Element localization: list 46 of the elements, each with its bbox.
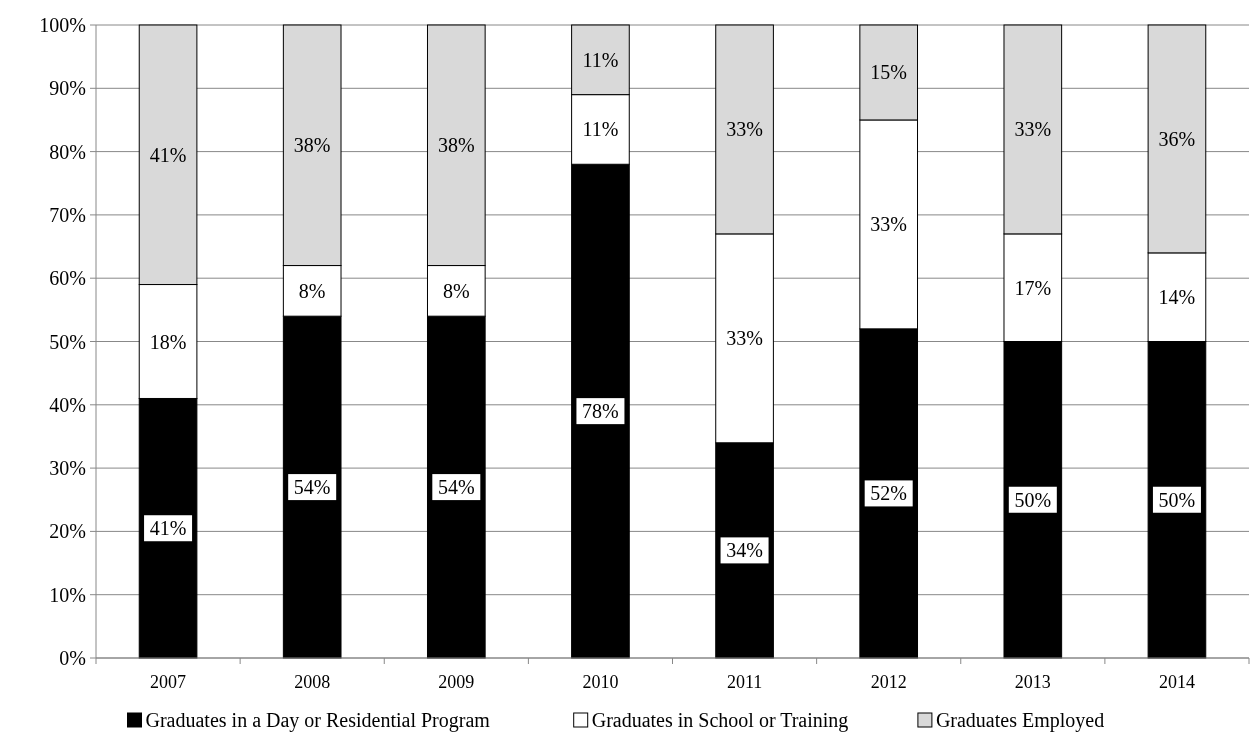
y-tick-label: 70% <box>49 203 86 226</box>
data-label: 52% <box>870 482 908 505</box>
data-label: 33% <box>1014 118 1052 141</box>
legend-label: Graduates Employed <box>935 709 1105 732</box>
data-label: 50% <box>1014 488 1052 511</box>
x-tick-label: 2012 <box>870 672 907 692</box>
data-label: 11% <box>582 48 619 71</box>
data-label: 41% <box>149 143 187 166</box>
x-tick-label: 2010 <box>582 672 619 692</box>
x-tick-label: 2011 <box>726 672 763 692</box>
x-tick-label: 2008 <box>294 672 331 692</box>
y-tick-label: 100% <box>39 14 86 36</box>
data-label: 78% <box>582 400 619 423</box>
x-tick-label: 2013 <box>1014 672 1051 692</box>
x-tick-label: 2009 <box>438 672 475 692</box>
legend-label: Graduates in a Day or Residential Program <box>145 709 491 732</box>
data-label: 8% <box>442 279 470 302</box>
y-tick-label: 30% <box>49 457 86 480</box>
x-tick-label: 2014 <box>1158 672 1195 692</box>
y-tick-label: 0% <box>59 647 86 669</box>
y-tick-label: 60% <box>49 267 86 290</box>
data-label: 17% <box>1014 276 1052 299</box>
data-label: 34% <box>726 539 763 562</box>
data-label: 38% <box>293 134 331 157</box>
y-tick-label: 20% <box>49 520 86 543</box>
y-tick-label: 40% <box>49 393 86 416</box>
data-label: 36% <box>1158 127 1196 150</box>
data-label: 14% <box>1158 286 1196 309</box>
x-tick-label: 2007 <box>150 672 187 692</box>
data-label: 38% <box>437 134 475 157</box>
data-label: 54% <box>437 476 475 499</box>
data-label: 33% <box>726 327 763 350</box>
data-label: 18% <box>149 330 187 353</box>
data-label: 50% <box>1158 488 1196 511</box>
data-label: 54% <box>293 476 331 499</box>
data-label: 8% <box>298 279 326 302</box>
y-tick-label: 10% <box>49 583 86 606</box>
y-tick-label: 80% <box>49 140 86 163</box>
data-label: 33% <box>726 118 763 141</box>
y-tick-label: 50% <box>49 330 86 353</box>
legend-label: Graduates in School or Training <box>591 709 849 732</box>
data-label: 33% <box>870 213 908 236</box>
y-tick-label: 90% <box>49 77 86 100</box>
data-label: 15% <box>870 61 908 84</box>
data-label: 41% <box>149 517 187 540</box>
data-label: 11% <box>582 118 619 141</box>
